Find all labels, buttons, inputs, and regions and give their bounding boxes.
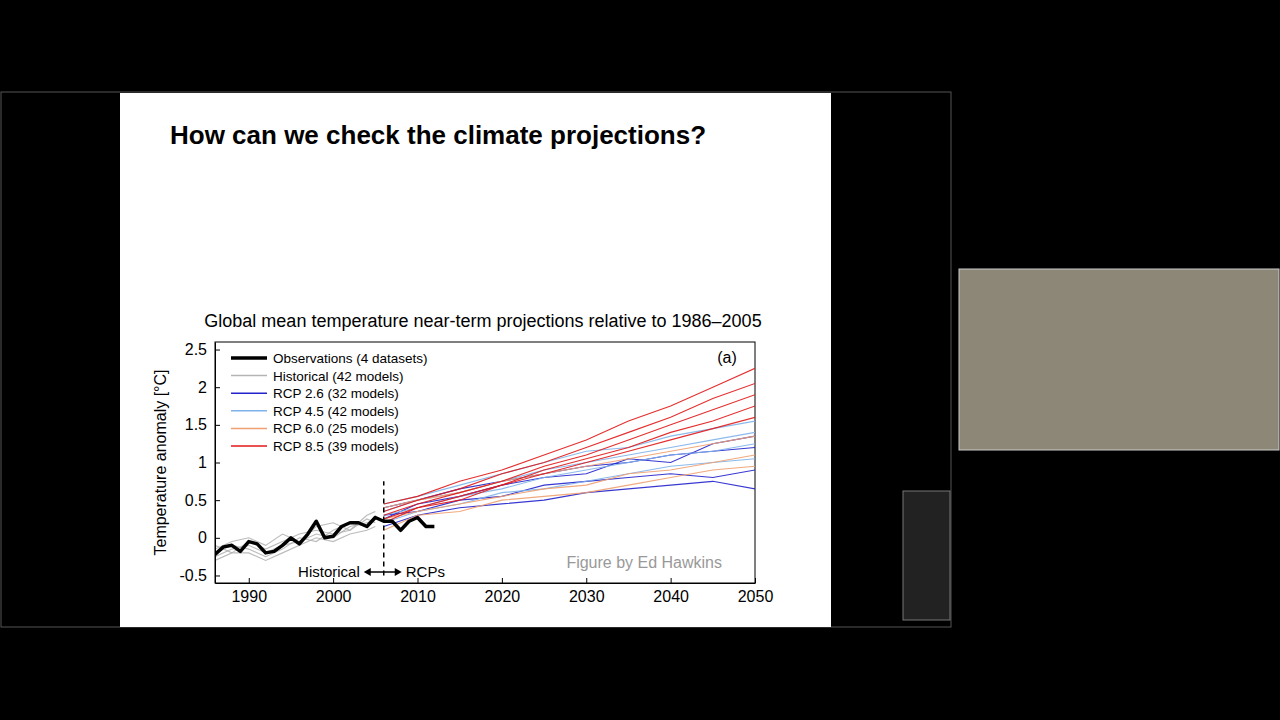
x-tick-mark xyxy=(586,578,587,583)
model-run xyxy=(384,447,755,507)
y-tick-label: 1 xyxy=(198,454,207,471)
y-axis: -0.5 0 0.5 1 1.5 2 2.5 xyxy=(179,341,220,584)
y-tick-mark xyxy=(215,350,220,351)
recording-widget xyxy=(903,491,950,620)
y-tick: 0.5 xyxy=(185,492,220,509)
observations-line xyxy=(215,517,434,554)
model-run xyxy=(384,436,755,508)
divider-left-label: Historical xyxy=(298,563,360,580)
y-tick-mark xyxy=(215,463,220,464)
legend: Observations (4 datasets) Historical (42 … xyxy=(231,351,428,454)
x-tick-mark xyxy=(502,578,503,583)
y-tick-mark xyxy=(215,575,220,576)
y-tick-label: 2 xyxy=(198,379,207,396)
x-tick-label: 1990 xyxy=(231,588,267,605)
x-tick-label: 2010 xyxy=(400,588,436,605)
legend-label: RCP 8.5 (39 models) xyxy=(273,439,399,454)
chart-title: Global mean temperature near-term projec… xyxy=(204,311,761,331)
model-run xyxy=(384,470,755,515)
x-tick: 2010 xyxy=(400,578,436,605)
y-tick: 1 xyxy=(198,454,220,471)
x-tick: 2050 xyxy=(738,578,774,605)
x-tick-mark xyxy=(418,578,419,583)
y-tick-mark xyxy=(215,387,220,388)
y-tick-mark xyxy=(215,538,220,539)
panel-label: (a) xyxy=(717,349,737,366)
divider-right-label: RCPs xyxy=(406,563,445,580)
y-tick-label: 0.5 xyxy=(185,492,207,509)
webcam-view xyxy=(959,269,1279,450)
y-tick-label: 0 xyxy=(198,529,207,546)
x-tick-mark xyxy=(249,578,250,583)
legend-label: Historical (42 models) xyxy=(273,369,404,384)
model-run xyxy=(384,395,755,516)
model-run xyxy=(384,406,755,519)
y-tick: 0 xyxy=(198,529,220,546)
arrow-heads xyxy=(364,568,402,576)
divider-line xyxy=(383,481,385,575)
model-run xyxy=(384,421,755,504)
legend-entry: Historical (42 models) xyxy=(231,369,404,384)
background xyxy=(0,0,1280,720)
legend-entry: RCP 4.5 (42 models) xyxy=(231,404,399,419)
x-tick-label: 2000 xyxy=(316,588,352,605)
page: How can we check the climate projections… xyxy=(0,0,1280,720)
model-run xyxy=(384,417,755,522)
model-run xyxy=(384,368,755,504)
credit: Figure by Ed Hawkins xyxy=(566,554,722,571)
x-tick-mark xyxy=(671,578,672,583)
x-tick: 2040 xyxy=(653,578,689,605)
legend-swatch xyxy=(231,356,267,360)
y-tick-label: 2.5 xyxy=(185,341,207,358)
model-run xyxy=(215,511,375,549)
y-tick-label: 1.5 xyxy=(185,416,207,433)
legend-entry: RCP 8.5 (39 models) xyxy=(231,439,399,454)
x-tick-mark xyxy=(333,578,334,583)
x-tick-mark xyxy=(755,578,756,583)
model-run xyxy=(384,455,755,519)
plot-frame xyxy=(215,342,755,583)
legend-swatch xyxy=(231,392,267,394)
slide-frame xyxy=(1,92,951,627)
legend-swatch xyxy=(231,375,267,377)
model-run xyxy=(384,436,755,519)
x-axis: 1990 2000 2010 2020 2030 2040 2050 xyxy=(216,578,774,605)
legend-entry: RCP 6.0 (25 models) xyxy=(231,421,399,436)
legend-swatch xyxy=(231,445,267,447)
legend-label: RCP 4.5 (42 models) xyxy=(273,404,399,419)
model-run xyxy=(384,383,755,511)
x-tick-label: 2050 xyxy=(738,588,774,605)
y-tick: -0.5 xyxy=(179,567,220,584)
plot-marks xyxy=(215,368,755,560)
model-run xyxy=(215,527,375,561)
arrow-shaft xyxy=(367,571,399,573)
legend-swatch xyxy=(231,428,267,430)
legend-swatch xyxy=(231,410,267,412)
x-tick: 2020 xyxy=(485,578,521,605)
y-axis-title: Temperature anomaly [°C] xyxy=(152,369,169,555)
legend-label: RCP 6.0 (25 models) xyxy=(273,421,399,436)
y-tick-label: -0.5 xyxy=(179,567,207,584)
x-tick-label: 2030 xyxy=(569,588,605,605)
x-tick: 2000 xyxy=(316,578,352,605)
slide-title: How can we check the climate projections… xyxy=(170,120,706,150)
y-tick-mark xyxy=(215,500,220,501)
y-tick-mark xyxy=(215,425,220,426)
legend-label: Observations (4 datasets) xyxy=(273,351,428,366)
x-tick: 2030 xyxy=(569,578,605,605)
slide xyxy=(120,93,831,627)
legend-entry: Observations (4 datasets) xyxy=(231,351,428,366)
model-run xyxy=(384,444,755,516)
legend-entry: RCP 2.6 (32 models) xyxy=(231,386,399,401)
x-tick-label: 2020 xyxy=(485,588,521,605)
x-tick-label: 2040 xyxy=(653,588,689,605)
legend-label: RCP 2.6 (32 models) xyxy=(273,386,399,401)
x-tick: 1990 xyxy=(231,578,267,605)
x-axis-line xyxy=(216,583,756,584)
y-tick: 1.5 xyxy=(185,416,220,433)
y-tick: 2 xyxy=(198,379,220,396)
y-tick: 2.5 xyxy=(185,341,220,358)
